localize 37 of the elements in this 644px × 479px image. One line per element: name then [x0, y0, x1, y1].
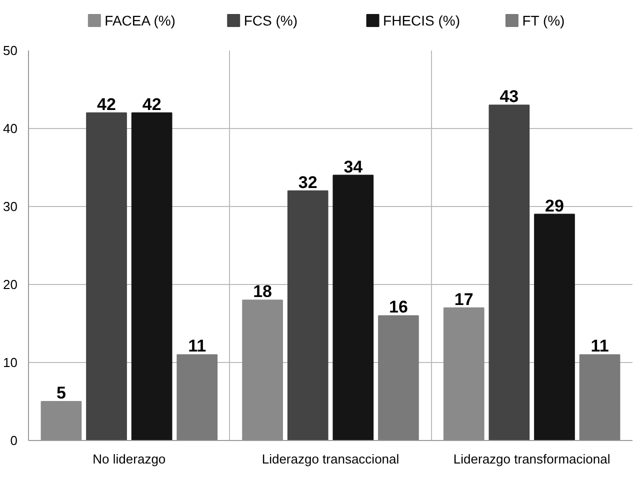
data-label: 17 [454, 290, 474, 309]
y-tick-label: 40 [3, 121, 18, 136]
legend-label: FHECIS (%) [383, 12, 460, 28]
bar [40, 401, 82, 440]
y-tick-label: 10 [3, 355, 18, 370]
legend-label: FACEA (%) [104, 12, 176, 28]
bar [579, 354, 620, 440]
y-tick-label: 50 [3, 43, 18, 58]
data-label: 42 [97, 94, 116, 114]
x-tick-label: Liderazgo transformacional [453, 452, 610, 466]
data-label: 5 [56, 384, 66, 402]
legend-label: FCS (%) [244, 12, 298, 28]
data-label: 16 [388, 298, 408, 317]
legend-label: FT (%) [522, 12, 565, 28]
data-label: 42 [142, 94, 162, 114]
bar [488, 104, 530, 440]
data-label: 32 [298, 172, 318, 192]
bar [378, 315, 419, 440]
bar [86, 112, 127, 440]
bar [131, 112, 172, 440]
y-tick-label: 0 [10, 433, 18, 448]
bar [332, 174, 374, 440]
data-label: 11 [188, 336, 206, 356]
data-label: 34 [344, 157, 364, 176]
x-tick-label: No liderazgo [92, 452, 166, 466]
y-tick-label: 20 [3, 277, 18, 292]
y-tick-label: 30 [3, 199, 18, 214]
x-tick-label: Liderazgo transaccional [262, 452, 400, 466]
data-label: 18 [253, 282, 272, 302]
bar [443, 307, 484, 440]
bar [287, 190, 328, 440]
data-label: 11 [590, 336, 609, 356]
data-label: 29 [545, 196, 564, 216]
data-label: 43 [500, 87, 519, 106]
bar [176, 354, 218, 440]
bar [534, 214, 575, 440]
bar [242, 300, 283, 440]
